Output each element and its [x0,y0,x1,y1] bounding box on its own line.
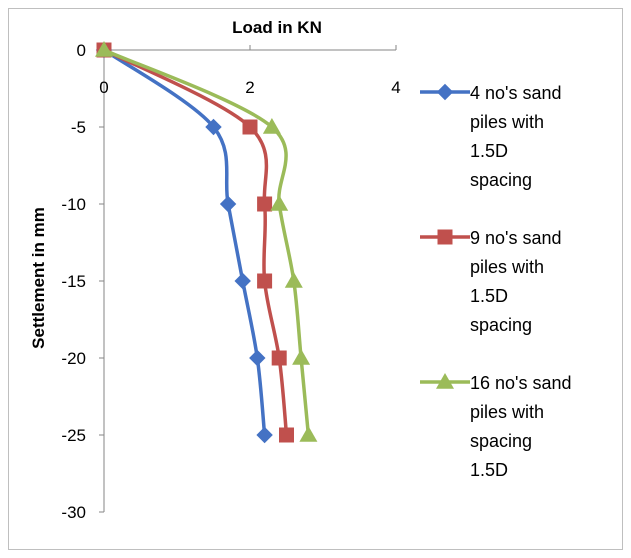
series-1-point [219,195,237,213]
x-tick-label: 0 [99,78,108,97]
series-3 [95,41,318,442]
x-tick-label: 2 [245,78,254,97]
legend-swatch-marker [436,83,454,101]
legend-label-line: spacing [470,431,532,451]
legend-label-line: 1.5D [470,460,508,480]
axes: 0 2 4 0 -5 -10 -15 -20 -25 -30 [61,41,400,522]
series-3-point [262,118,281,134]
legend-entry-3: 16 no's sand piles with spacing 1.5D [420,373,572,480]
series-1-point [205,118,222,136]
chart-area [8,8,623,550]
legend-label-line: 1.5D [470,141,508,161]
legend-label-line: piles with [470,257,544,277]
series-3-point [284,272,303,288]
legend-label-line: piles with [470,402,544,422]
series-1-point [249,349,266,367]
x-axis-title: Load in KN [232,18,322,37]
series-2-point [257,196,273,212]
y-tick-label: -20 [61,349,86,368]
legend-swatch-marker [436,373,454,389]
y-axis-title: Settlement in mm [29,207,48,349]
series-3-point [270,195,289,211]
series-1-point [234,272,251,290]
legend-label-line: spacing [470,315,532,335]
legend-label-line: piles with [470,112,544,132]
series-1 [95,41,273,444]
series-layer [95,41,318,444]
series-2-point [257,273,273,289]
y-tick-label: -5 [71,118,86,137]
legend-label-line: 9 no's sand [470,228,562,248]
y-tick-label: -10 [61,195,86,214]
legend-swatch-marker [437,229,453,245]
series-3-point [299,426,318,442]
legend-entry-1: 4 no's sand piles with 1.5D spacing [420,83,562,190]
y-tick-label: -25 [61,426,86,445]
y-tick-label: -30 [61,503,86,522]
series-2 [96,42,294,443]
series-3-point [292,349,311,365]
legend-label-line: 4 no's sand [470,83,562,103]
x-tick-label: 4 [391,78,400,97]
series-1-point [256,426,273,444]
series-3-line [103,48,311,436]
series-2-point [242,119,258,135]
series-3-point [95,41,113,57]
legend-label-line: 16 no's sand [470,373,572,393]
series-2-point [271,350,287,366]
legend-label-line: spacing [470,170,532,190]
y-tick-label: -15 [61,272,86,291]
legend-entry-2: 9 no's sand piles with 1.5D spacing [420,228,562,335]
legend-label-line: 1.5D [470,286,508,306]
y-tick-label: 0 [77,41,86,60]
series-2-point [279,427,294,443]
